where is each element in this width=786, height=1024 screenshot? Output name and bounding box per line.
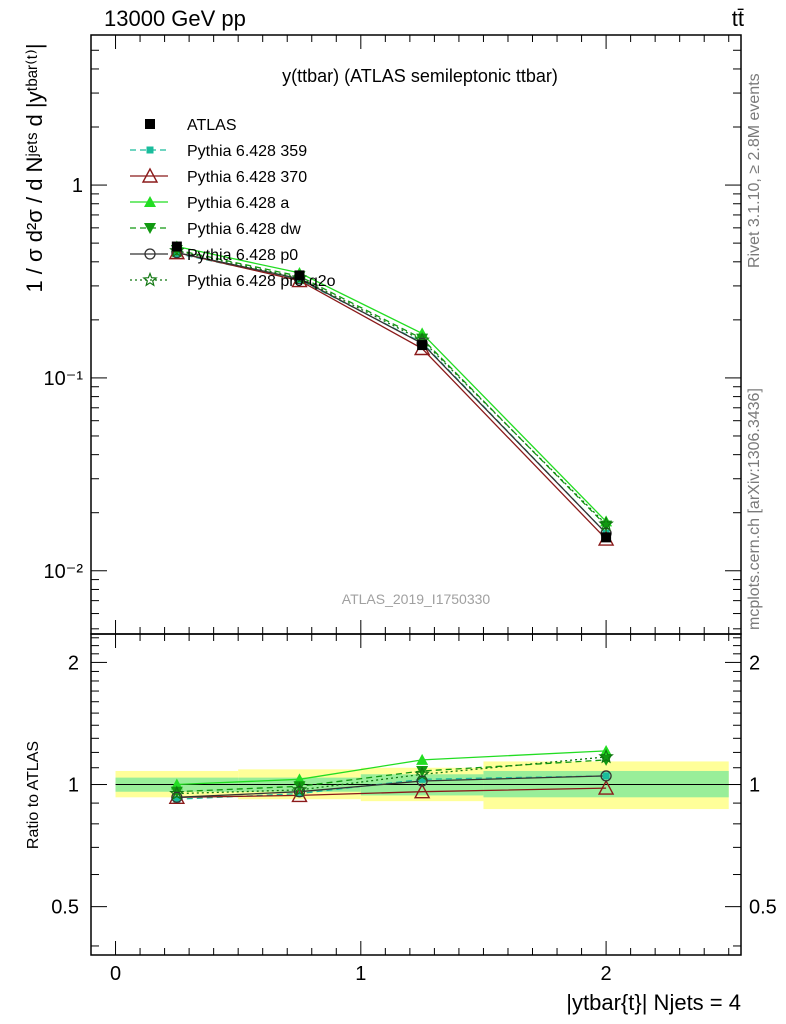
series-point-main bbox=[168, 244, 186, 260]
legend-marker bbox=[141, 167, 159, 183]
y-tick-label: 10⁻² bbox=[44, 561, 84, 583]
uncertainty-bands bbox=[115, 761, 741, 810]
series-point-ratio bbox=[171, 791, 183, 803]
x-tick-label: 2 bbox=[601, 963, 612, 985]
legend-marker bbox=[146, 146, 154, 154]
series-point-ratio bbox=[173, 795, 181, 803]
legend-marker bbox=[144, 248, 156, 260]
legend-label: Pythia 6.428 dw bbox=[187, 221, 301, 238]
ratio-y-tick-label-right: 0.5 bbox=[749, 897, 777, 919]
series-line-main bbox=[176, 251, 607, 540]
series-point-ratio bbox=[416, 765, 429, 777]
x-tick-label: 1 bbox=[355, 963, 366, 985]
series-line-main bbox=[176, 251, 607, 534]
series-point-ratio bbox=[293, 786, 306, 798]
tick-labels: 0 1 2 10⁻² 10⁻¹ 1 0.5 0.5 1 1 2 2 bbox=[44, 175, 777, 985]
ratio-y-tick-label-left: 2 bbox=[68, 652, 79, 674]
data-point bbox=[601, 532, 612, 543]
tick-marks bbox=[90, 34, 741, 955]
y-axis-label-text: 1 / σ d²σ / d Nʲᵉᵗˢ d |yᵗᵇᵃʳ⁽ᵗ⁾| bbox=[22, 43, 47, 292]
series-line-ratio bbox=[176, 759, 607, 793]
legend-label: Pythia 6.428 p0 bbox=[187, 247, 298, 264]
ratio-y-tick-label-right: 1 bbox=[749, 775, 760, 797]
series-point-ratio bbox=[416, 775, 428, 787]
series-point-main bbox=[598, 516, 614, 531]
legend: ATLAS Pythia 6.428 359 Pythia 6.428 370 Pyt… bbox=[130, 117, 336, 290]
ratio-y-tick-label-left: 1 bbox=[68, 775, 79, 797]
y-axis-label: 1 / σ d²σ / d Nʲᵉᵗˢ d |yᵗᵇᵃʳ⁽ᵗ⁾| bbox=[22, 43, 47, 292]
header-final-state: tt̄ bbox=[731, 6, 744, 31]
series-point-ratio bbox=[597, 779, 615, 795]
legend-label-atlas: ATLAS bbox=[187, 117, 237, 134]
ratio-y-tick-label-right: 2 bbox=[749, 652, 760, 674]
series-markers bbox=[168, 240, 615, 805]
series-point-main bbox=[416, 333, 429, 345]
axes-frames bbox=[90, 34, 742, 956]
series-point-ratio bbox=[413, 783, 431, 799]
series-point-ratio bbox=[602, 772, 610, 780]
series-point-ratio bbox=[414, 766, 430, 781]
data-point bbox=[171, 241, 182, 252]
series-line-ratio bbox=[176, 750, 607, 786]
legend-marker bbox=[144, 196, 156, 207]
legend-marker-atlas bbox=[145, 119, 155, 129]
ratio-y-axis-label: Ratio to ATLAS bbox=[25, 741, 42, 849]
series-line-ratio bbox=[176, 787, 607, 798]
x-axis-label: |ytbar{t}| Njets = 4 bbox=[566, 990, 741, 1015]
x-tick-label: 0 bbox=[110, 963, 121, 985]
series-point-ratio bbox=[416, 753, 429, 765]
series-point-ratio bbox=[418, 775, 426, 783]
ratio-y-tick-label-left: 0.5 bbox=[51, 897, 79, 919]
series-line-main bbox=[176, 250, 607, 525]
series-point-ratio bbox=[169, 785, 185, 801]
legend-marker bbox=[142, 271, 158, 287]
series-point-ratio bbox=[291, 781, 308, 797]
series-line-main bbox=[176, 252, 607, 534]
chart-title: y(ttbar) (ATLAS semileptonic ttbar) bbox=[282, 66, 558, 86]
legend-label: Pythia 6.428 370 bbox=[187, 169, 307, 186]
series-point-main bbox=[600, 520, 613, 532]
data-point bbox=[417, 340, 428, 351]
data-point bbox=[294, 270, 305, 281]
legend-label: Pythia 6.428 a bbox=[187, 195, 289, 212]
series-point-ratio bbox=[295, 790, 303, 798]
x-axis-label-text: |ytbar{t}| Njets = 4 bbox=[566, 990, 741, 1015]
series-line-ratio bbox=[176, 756, 607, 795]
series-line-main bbox=[176, 249, 607, 527]
series-point-ratio bbox=[598, 748, 614, 764]
analysis-watermark: ATLAS_2019_I1750330 bbox=[342, 591, 491, 607]
legend-marker bbox=[144, 223, 156, 234]
legend-label: Pythia 6.428 pro-q2o bbox=[187, 273, 336, 290]
legend-label: Pythia 6.428 359 bbox=[187, 143, 307, 160]
header-process: 13000 GeV pp bbox=[104, 6, 246, 31]
ratio-plot-frame bbox=[90, 633, 742, 956]
series-line-main bbox=[176, 245, 607, 522]
y-tick-label: 1 bbox=[72, 175, 83, 197]
series-lines bbox=[176, 245, 607, 800]
y-tick-label: 10⁻¹ bbox=[44, 368, 84, 390]
series-line-ratio bbox=[176, 775, 607, 798]
series-point-ratio bbox=[600, 770, 612, 782]
